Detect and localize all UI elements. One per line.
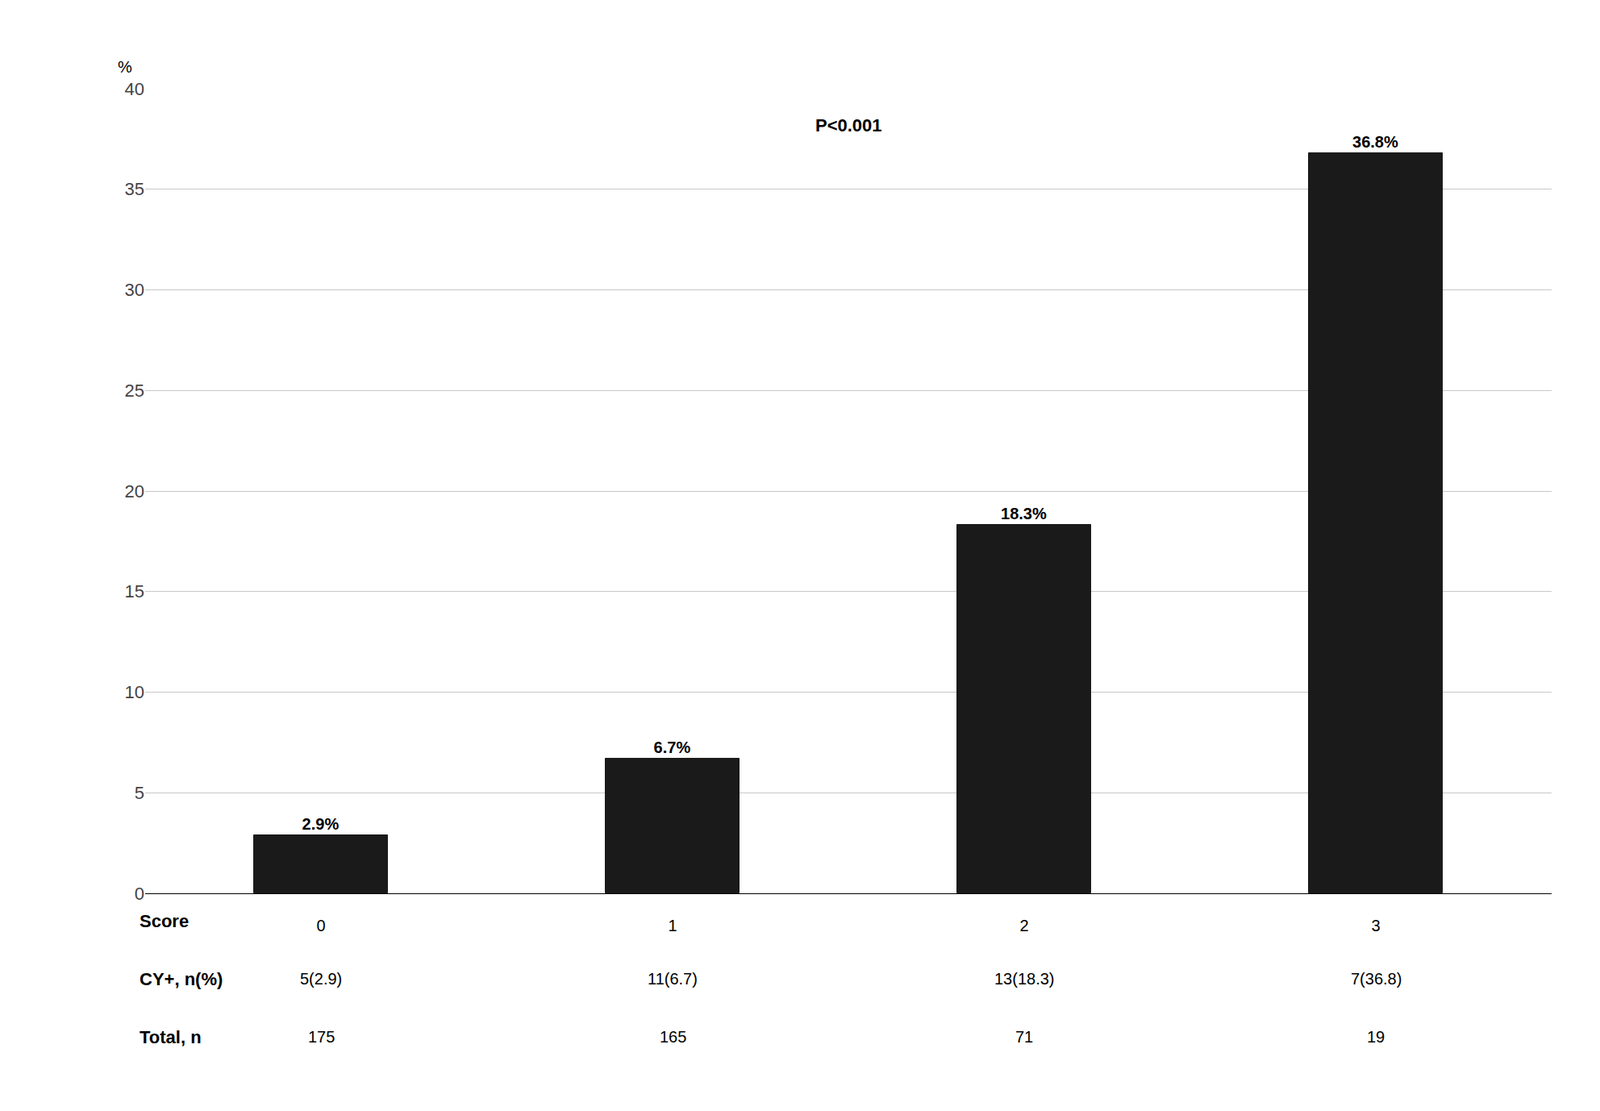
svg-text:%: % [117, 58, 133, 76]
svg-text:P<0.001: P<0.001 [815, 115, 883, 136]
svg-text:5(2.9): 5(2.9) [300, 970, 342, 988]
svg-text:0: 0 [316, 916, 325, 935]
svg-text:3: 3 [1370, 916, 1380, 935]
svg-text:7(36.8): 7(36.8) [1350, 970, 1402, 988]
svg-text:5: 5 [134, 783, 145, 804]
svg-text:1: 1 [667, 916, 677, 935]
svg-text:6.7%: 6.7% [654, 738, 692, 757]
svg-text:10: 10 [125, 682, 145, 703]
svg-text:CY+, n(%): CY+, n(%) [139, 969, 223, 990]
svg-text:40: 40 [125, 79, 145, 100]
svg-text:30: 30 [125, 279, 145, 300]
svg-text:35: 35 [125, 179, 145, 200]
svg-text:13(18.3): 13(18.3) [994, 970, 1055, 988]
svg-text:165: 165 [659, 1028, 687, 1046]
svg-text:2.9%: 2.9% [302, 815, 340, 834]
svg-text:175: 175 [308, 1028, 335, 1046]
svg-text:71: 71 [1015, 1028, 1034, 1046]
svg-text:19: 19 [1366, 1028, 1385, 1046]
svg-text:15: 15 [125, 581, 145, 602]
svg-text:25: 25 [125, 380, 145, 401]
svg-text:0: 0 [134, 883, 145, 905]
svg-text:11(6.7): 11(6.7) [647, 970, 698, 988]
svg-text:18.3%: 18.3% [1000, 504, 1047, 523]
svg-text:2: 2 [1019, 916, 1029, 935]
svg-text:Total, n: Total, n [139, 1027, 202, 1048]
svg-text:20: 20 [125, 481, 145, 502]
svg-text:36.8%: 36.8% [1352, 133, 1399, 151]
svg-text:Score: Score [139, 911, 189, 932]
